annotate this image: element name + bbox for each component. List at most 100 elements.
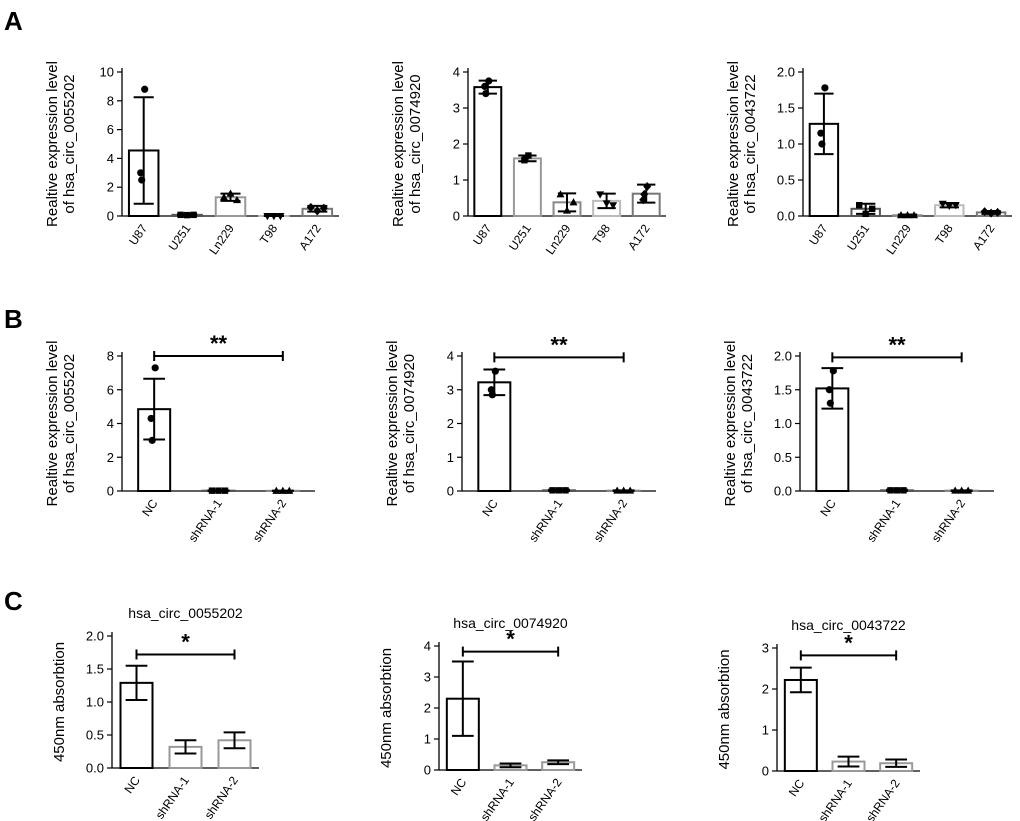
data-point bbox=[869, 205, 876, 212]
y-tick-label: 1.5 bbox=[86, 662, 104, 677]
data-point bbox=[951, 486, 960, 494]
x-tick-label: NC bbox=[817, 496, 839, 519]
data-point bbox=[522, 155, 529, 162]
y-tick-label: 1 bbox=[424, 732, 431, 747]
chart-c3: hsa_circ_0043722 450nm absorbtion 0 1 2 3 NC sh… bbox=[716, 617, 920, 821]
data-point bbox=[900, 487, 907, 494]
y-tick-label: 0 bbox=[762, 764, 769, 779]
x-tick-label: NC bbox=[786, 776, 808, 799]
y-tick-label: 4 bbox=[107, 416, 114, 431]
x-tick-label: NC bbox=[122, 773, 144, 796]
data-point bbox=[817, 129, 825, 137]
chart-title: hsa_circ_0074920 bbox=[453, 615, 568, 631]
y-tick-label: 3 bbox=[424, 670, 431, 685]
data-point bbox=[215, 487, 222, 494]
y-tick-label: 1.0 bbox=[774, 416, 792, 431]
chart-title: hsa_circ_0055202 bbox=[128, 605, 243, 621]
significance-label: ** bbox=[550, 332, 568, 357]
data-point bbox=[563, 206, 571, 214]
data-point bbox=[945, 202, 954, 211]
data-point bbox=[987, 208, 996, 218]
y-tick-label: 0.0 bbox=[774, 484, 792, 499]
y-tick-label: 3 bbox=[762, 641, 769, 656]
data-point bbox=[482, 90, 490, 98]
data-point bbox=[910, 211, 918, 219]
significance-label: * bbox=[181, 629, 190, 654]
y-tick-label: 1.5 bbox=[777, 101, 795, 116]
x-tick-label: shRNA-1 bbox=[816, 776, 856, 821]
data-point bbox=[964, 486, 973, 494]
x-tick-label: shRNA-2 bbox=[525, 775, 565, 821]
x-tick-label: shRNA-2 bbox=[929, 496, 969, 544]
x-tick-label: A172 bbox=[970, 221, 998, 252]
data-point bbox=[821, 84, 829, 92]
x-tick-label: U251 bbox=[844, 221, 872, 253]
y-tick-label: 0.5 bbox=[777, 173, 795, 188]
x-tick-label: shRNA-2 bbox=[863, 776, 903, 821]
y-axis-label: Realtive expression level bbox=[44, 341, 61, 507]
x-tick-label: T98 bbox=[590, 221, 614, 246]
y-axis-label: Realtive expression level bbox=[725, 61, 742, 227]
y-tick-label: 2 bbox=[107, 450, 114, 465]
y-tick-label: 0 bbox=[453, 209, 460, 224]
data-point bbox=[609, 202, 618, 210]
bar bbox=[473, 86, 503, 218]
data-point bbox=[640, 189, 649, 199]
data-point bbox=[491, 367, 499, 375]
data-point bbox=[141, 85, 149, 93]
charts-grid: Realtive expression level of hsa_circ_005… bbox=[44, 61, 1012, 821]
significance-label: * bbox=[506, 627, 515, 652]
data-point bbox=[313, 206, 322, 216]
panel-letter-b: B bbox=[4, 304, 23, 334]
x-tick-label: Ln229 bbox=[883, 221, 914, 257]
data-point bbox=[147, 414, 155, 423]
y-axis-label: of hsa_circ_0043722 bbox=[739, 354, 756, 493]
y-tick-label: 2.0 bbox=[86, 629, 104, 644]
data-point bbox=[555, 487, 563, 494]
data-point bbox=[226, 189, 235, 197]
x-tick-label: shRNA-1 bbox=[478, 775, 518, 821]
y-tick-label: 0 bbox=[107, 484, 114, 499]
y-tick-label: 6 bbox=[107, 122, 114, 137]
y-tick-label: 1 bbox=[453, 173, 460, 188]
y-tick-label: 3 bbox=[453, 101, 460, 116]
x-tick-label: Ln229 bbox=[543, 221, 574, 257]
x-tick-label: U251 bbox=[506, 221, 534, 253]
y-tick-label: 1 bbox=[447, 450, 454, 465]
y-tick-label: 4 bbox=[447, 349, 454, 364]
chart-c2: hsa_circ_0074920 450nm absorbtion 0 1 2 3 4 NC s… bbox=[378, 615, 582, 821]
bar bbox=[783, 678, 818, 772]
data-point bbox=[221, 487, 229, 494]
data-point bbox=[220, 193, 228, 201]
significance-label: ** bbox=[210, 331, 228, 356]
x-tick-label: U87 bbox=[806, 221, 830, 247]
x-tick-label: U251 bbox=[166, 221, 194, 253]
y-axis-label: of hsa_circ_0043722 bbox=[742, 74, 759, 213]
y-tick-label: 4 bbox=[453, 65, 460, 80]
data-point bbox=[613, 486, 622, 494]
data-point bbox=[829, 367, 837, 375]
y-tick-label: 8 bbox=[107, 93, 114, 108]
data-point bbox=[980, 207, 989, 217]
y-axis-label: of hsa_circ_0074920 bbox=[407, 74, 424, 213]
data-point bbox=[269, 213, 278, 221]
panel-letter-a: A bbox=[4, 6, 23, 36]
x-tick-label: U87 bbox=[126, 221, 150, 247]
data-point bbox=[488, 391, 496, 399]
x-tick-label: shRNA-1 bbox=[864, 496, 904, 544]
data-point bbox=[190, 211, 197, 219]
y-tick-label: 4 bbox=[107, 151, 114, 166]
chart-title: hsa_circ_0043722 bbox=[791, 617, 906, 633]
y-tick-label: 2.0 bbox=[777, 65, 795, 80]
x-tick-label: U87 bbox=[470, 221, 494, 247]
y-axis-label: 450nm absorbtion bbox=[716, 649, 733, 769]
x-tick-label: T98 bbox=[932, 221, 956, 246]
y-axis-label: 450nm absorbtion bbox=[378, 648, 395, 768]
y-tick-label: 0 bbox=[447, 484, 454, 499]
data-point bbox=[569, 198, 578, 206]
bar bbox=[477, 381, 512, 493]
data-point bbox=[556, 190, 565, 198]
data-point bbox=[951, 202, 960, 210]
y-tick-label: 0.0 bbox=[86, 761, 104, 776]
bar bbox=[512, 157, 542, 217]
